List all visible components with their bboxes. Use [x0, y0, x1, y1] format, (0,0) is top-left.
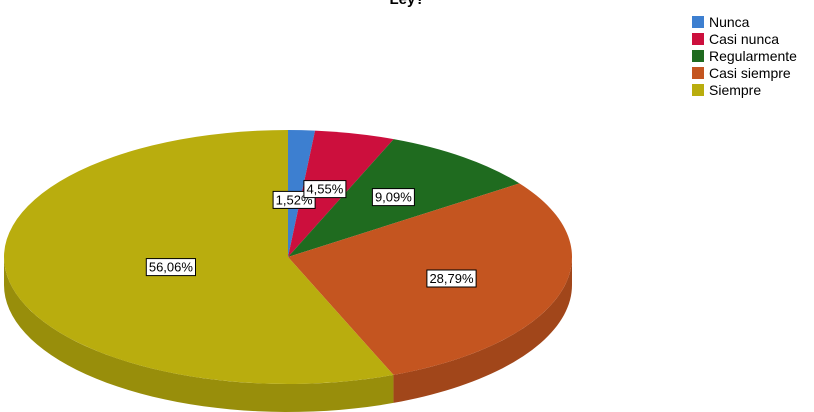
legend-item-casi-siempre: Casi siempre — [692, 65, 797, 82]
pie-top-faces — [3, 130, 572, 385]
legend-label: Siempre — [709, 82, 762, 98]
data-label-casi-nunca: 4,55% — [303, 180, 347, 199]
legend-label: Nunca — [709, 14, 750, 30]
data-label-box — [145, 258, 197, 277]
data-label-box — [303, 180, 347, 199]
data-label-box — [371, 188, 415, 207]
pie-side-casi-siempre — [393, 257, 572, 403]
data-label-siempre: 56,06% — [145, 258, 197, 277]
chart-title: Ley? — [0, 0, 814, 8]
data-label-text: 4,55% — [306, 182, 343, 197]
legend-swatch — [692, 50, 704, 62]
chart-legend: Nunca Casi nunca Regularmente Casi siemp… — [692, 14, 797, 99]
pie-data-labels: 1,52%4,55%9,09%28,79%56,06% — [145, 180, 477, 288]
data-label-regularmente: 9,09% — [371, 188, 415, 207]
data-label-text: 56,06% — [149, 260, 194, 275]
legend-label: Regularmente — [709, 48, 797, 64]
legend-swatch — [692, 16, 704, 28]
legend-label: Casi nunca — [709, 31, 780, 47]
data-label-box — [426, 269, 477, 288]
data-label-text: 28,79% — [429, 271, 474, 286]
legend-swatch — [692, 84, 704, 96]
legend-item-casi-nunca: Casi nunca — [692, 31, 797, 48]
pie-side-walls — [4, 257, 572, 412]
legend-label: Casi siempre — [709, 65, 791, 81]
pie-slice-siempre — [3, 130, 394, 385]
legend-item-regularmente: Regularmente — [692, 48, 797, 65]
pie-side-siempre — [4, 257, 394, 412]
data-label-text: 9,09% — [375, 190, 412, 205]
legend-item-nunca: Nunca — [692, 14, 797, 31]
data-label-casi-siempre: 28,79% — [426, 269, 477, 288]
legend-swatch — [692, 67, 704, 79]
legend-swatch — [692, 33, 704, 45]
legend-item-siempre: Siempre — [692, 82, 797, 99]
